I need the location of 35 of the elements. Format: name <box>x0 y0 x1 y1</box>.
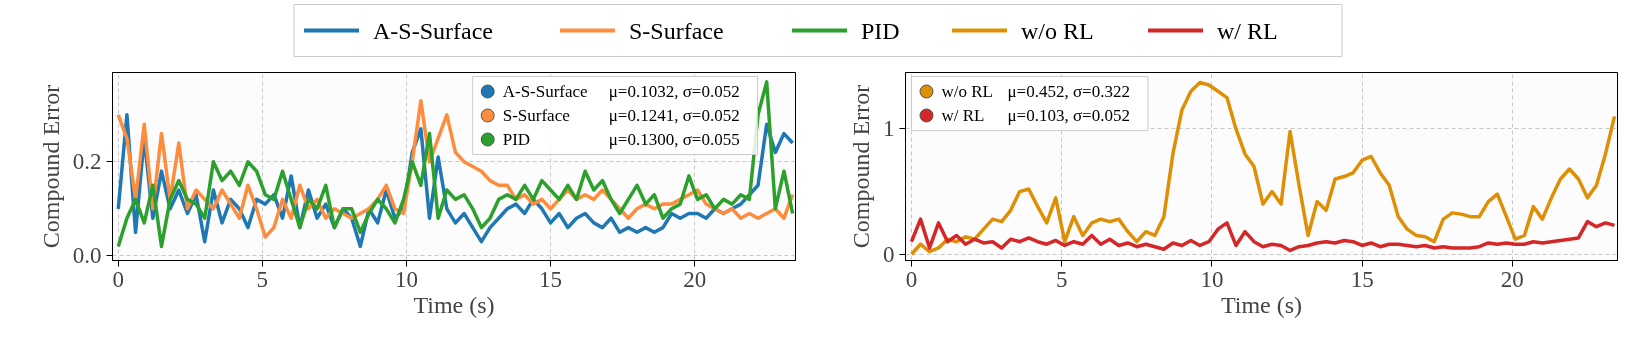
x-tick-label: 20 <box>683 266 707 292</box>
y-tick-label: 0.2 <box>72 149 102 175</box>
y-tick-label: 0.0 <box>72 243 102 269</box>
annotation: μ=0.103, σ=0.052 <box>1007 106 1130 125</box>
annotation: μ=0.1241, σ=0.052 <box>608 106 740 125</box>
y-axis-title: Compound Error <box>848 84 874 249</box>
text: S-Surface <box>629 17 724 44</box>
legend-label: PID <box>502 130 531 149</box>
legend-label: w/ RL <box>941 106 985 125</box>
legend-label: w/o RL <box>941 82 993 101</box>
x-axis-title: Time (s) <box>1220 291 1303 318</box>
x-tick-label: 10 <box>394 266 418 292</box>
y-axis-title: Compound Error <box>37 84 64 249</box>
x-tick-label: 10 <box>1200 266 1224 292</box>
x-axis-title: Time (s) <box>413 291 495 318</box>
line-series <box>909 217 1617 253</box>
annotation: μ=0.1300, σ=0.055 <box>608 130 740 149</box>
x-tick-label: 5 <box>256 266 269 292</box>
legend-label: S-Surface <box>502 106 570 125</box>
x-tick-label: 0 <box>112 266 125 292</box>
x-tick-label: 15 <box>1350 266 1374 292</box>
x-tick-label: 5 <box>1055 266 1068 292</box>
text: A-S-Surface <box>373 17 493 44</box>
x-tick-label: 20 <box>1500 266 1524 292</box>
line-series <box>909 80 1617 256</box>
annotation: μ=0.452, σ=0.322 <box>1007 82 1130 101</box>
text: w/o RL <box>1021 17 1094 44</box>
annotation: μ=0.1032, σ=0.052 <box>608 82 740 101</box>
line-series <box>116 80 795 249</box>
x-tick-label: 15 <box>539 266 563 292</box>
x-tick-label: 0 <box>905 266 918 292</box>
legend-label: A-S-Surface <box>502 82 588 101</box>
text: w/ RL <box>1217 17 1278 44</box>
text: PID <box>861 17 900 44</box>
y-tick-label: 1 <box>883 116 895 142</box>
